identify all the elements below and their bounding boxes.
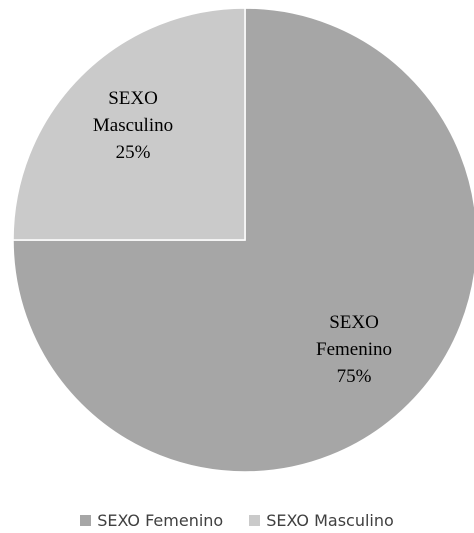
pie-slices (12, 7, 474, 473)
legend: SEXO Femenino SEXO Masculino (0, 511, 474, 530)
pie-chart: SEXO Femenino 75% SEXO Masculino 25% (12, 7, 474, 473)
data-label-femenino: SEXO Femenino 75% (316, 312, 392, 387)
legend-swatch-femenino (80, 515, 92, 526)
data-labels: SEXO Femenino 75% SEXO Masculino 25% (93, 88, 392, 387)
legend-swatch-masculino (249, 515, 261, 526)
legend-label-masculino: SEXO Masculino (266, 511, 394, 530)
pie-slice-masculino (12, 7, 246, 241)
legend-item-masculino: SEXO Masculino (249, 511, 394, 530)
data-label-masculino: SEXO Masculino 25% (93, 88, 173, 163)
legend-item-femenino: SEXO Femenino (80, 511, 223, 530)
legend-label-femenino: SEXO Femenino (97, 511, 224, 530)
